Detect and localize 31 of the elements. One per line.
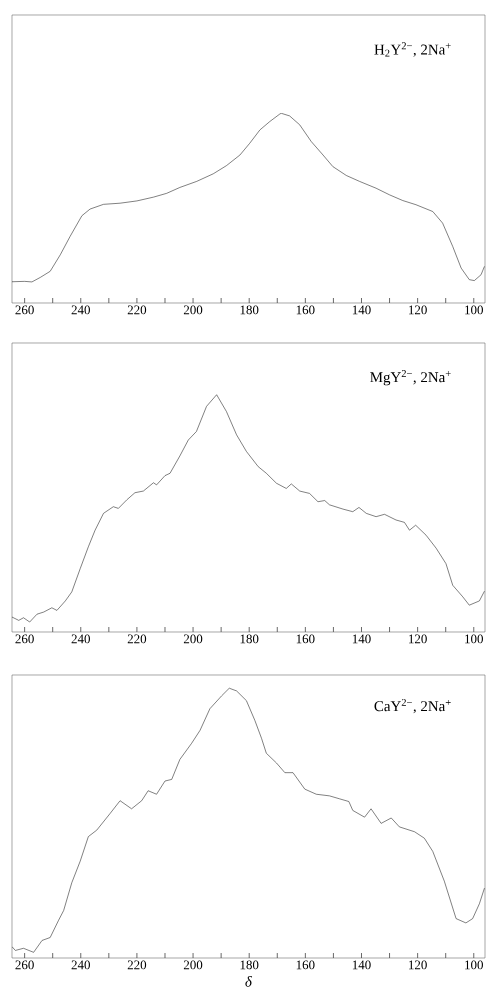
x-tick-label: 240 bbox=[71, 960, 90, 970]
x-tick-label: 200 bbox=[183, 634, 203, 644]
x-tick-label: 160 bbox=[296, 960, 315, 970]
x-tick-label: 180 bbox=[240, 305, 259, 315]
x-axis-title: δ bbox=[245, 976, 253, 987]
x-tick-label: 180 bbox=[240, 634, 259, 644]
x-tick-label: 260 bbox=[15, 634, 34, 644]
x-tick-label: 140 bbox=[352, 960, 371, 970]
x-tick-label: 220 bbox=[127, 634, 147, 644]
x-tick-label: 140 bbox=[352, 305, 371, 315]
x-tick-label: 160 bbox=[296, 305, 315, 315]
x-tick-label: 120 bbox=[409, 634, 427, 644]
x-tick-label: 120 bbox=[409, 305, 427, 315]
x-tick-label: 180 bbox=[240, 960, 259, 970]
x-tick-label: 220 bbox=[127, 960, 147, 970]
x-tick-label: 240 bbox=[71, 305, 90, 315]
x-tick-label: 260 bbox=[15, 960, 34, 970]
x-tick-label: 100 bbox=[465, 634, 483, 644]
text: H$_{2}$Y$^{2−}$, 2Na$^{+}$ bbox=[374, 42, 451, 57]
x-tick-label: 120 bbox=[409, 960, 427, 970]
x-tick-label: 160 bbox=[296, 634, 315, 644]
x-tick-label: 220 bbox=[127, 305, 147, 315]
x-tick-label: 100 bbox=[465, 960, 483, 970]
text: MgY$^{2−}$, 2Na$^{+}$ bbox=[370, 370, 451, 386]
x-tick-label: 100 bbox=[465, 305, 483, 315]
x-tick-label: 240 bbox=[71, 634, 90, 644]
x-tick-label: 200 bbox=[183, 960, 203, 970]
annotation: CaY$^{2−}$, 2Na$^{+}$ bbox=[374, 698, 451, 714]
x-tick-label: 140 bbox=[352, 634, 371, 644]
x-tick-label: 260 bbox=[15, 305, 34, 315]
x-tick-label: 200 bbox=[183, 305, 203, 315]
